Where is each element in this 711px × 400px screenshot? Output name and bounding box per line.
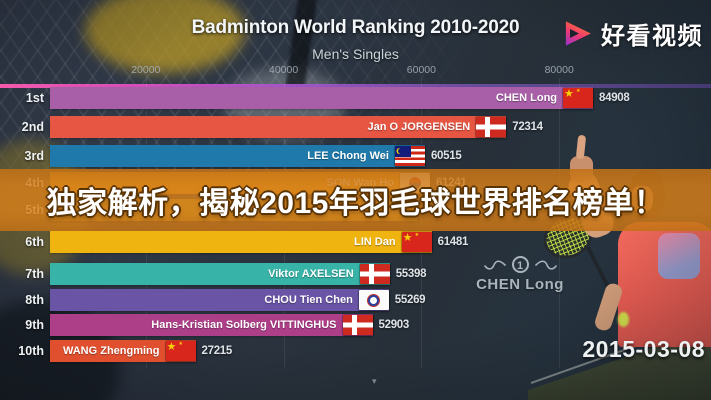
country-flag-icon-cn: ★ ★ [401,232,432,252]
rank1-player-name: CHEN Long [476,276,564,293]
country-flag-icon-my [394,146,425,166]
ranking-bar [50,289,389,311]
date-label: 2015-03-08 [582,336,705,362]
headline-banner: 独家解析，揭秘2015年羽毛球世界排名榜单！ [0,169,711,231]
player-name: LEE Chong Wei [307,150,389,162]
player-name: Jan O JORGENSEN [367,121,471,133]
points-value: 52903 [378,319,410,331]
country-flag-icon-cn: ★ ★ [563,88,594,108]
ranking-row: 10th WANG Zhengming ★ ★ 27215 [0,340,711,362]
player-name: CHOU Tien Chen [264,294,353,306]
player-name: Viktor AXELSEN [268,268,354,280]
ranking-bar [50,116,507,138]
ranking-bar [50,145,425,167]
background-blur-yellow [85,0,245,73]
rank-label: 2nd [21,120,44,134]
ranking-row: 3rd LEE Chong Wei 60515 [0,145,711,167]
play-triangle-icon [565,21,591,46]
ranking-row: 8th CHOU Tien Chen 55269 [0,289,711,311]
x-tick-label: 40000 [268,64,299,76]
ranking-bar [50,263,390,285]
rank-label: 3rd [24,149,44,163]
points-value: 61481 [437,236,469,248]
x-tick-label: 20000 [131,64,161,76]
rank-label: 6th [25,235,44,249]
ranking-bar [50,87,594,109]
chart-subtitle: Men's Singles [312,46,399,62]
country-flag-icon-dk [359,264,390,284]
points-value: 72314 [512,121,543,133]
rank-label: 9th [25,318,44,332]
rank1-number: 1 [511,256,529,273]
player-name: CHEN Long [495,92,558,104]
ranking-row: 1st CHEN Long ★ ★ 84908 [0,87,711,109]
rank-label: 10th [18,344,44,358]
flourish-right-icon [534,259,557,270]
rank-label: 8th [25,293,44,307]
rank1-badge: 1 CHEN Long [462,256,578,293]
points-value: 84908 [599,92,630,104]
player-name: LIN Dan [354,236,396,248]
ranking-row: 6th LIN Dan ★ ★ 61481 [0,231,711,253]
shuttlecock [618,312,629,327]
ranking-row: 7th Viktor AXELSEN 55398 [0,263,711,285]
ranking-row: 2nd Jan O JORGENSEN 72314 [0,116,711,138]
points-value: 55269 [394,294,426,306]
player-name: Hans-Kristian Solberg VITTINGHUS [151,319,337,331]
points-value: 55398 [395,268,427,280]
points-value: 27215 [201,345,233,357]
country-flag-icon-dk [476,117,507,137]
down-arrow-icon: ▾ [372,376,377,386]
rank-label: 7th [25,267,44,281]
ranking-bar [50,231,432,253]
haokan-logo: 好看视频 [563,16,703,51]
x-tick-label: 80000 [544,64,574,76]
ranking-bar [50,314,373,336]
x-tick-label: 60000 [406,64,436,76]
player-sleeve [658,233,700,279]
ranking-row: 9th Hans-Kristian Solberg VITTINGHUS 52903 [0,314,711,336]
progress-gradient-line [0,84,711,88]
flourish-left-icon [483,259,506,270]
rank-label: 1st [25,91,44,105]
player-name: WANG Zhengming [62,345,160,357]
chart-title: Badminton World Ranking 2010-2020 [191,17,520,38]
headline-text: 独家解析，揭秘2015年羽毛球世界排名榜单！ [46,187,665,220]
ranking-bar [50,340,196,362]
country-flag-icon-dk [342,315,373,335]
country-flag-icon-cn: ★ ★ [165,341,196,361]
points-value: 60515 [430,150,462,162]
logo-text: 好看视频 [601,23,703,50]
country-flag-icon-tpe [358,290,389,310]
